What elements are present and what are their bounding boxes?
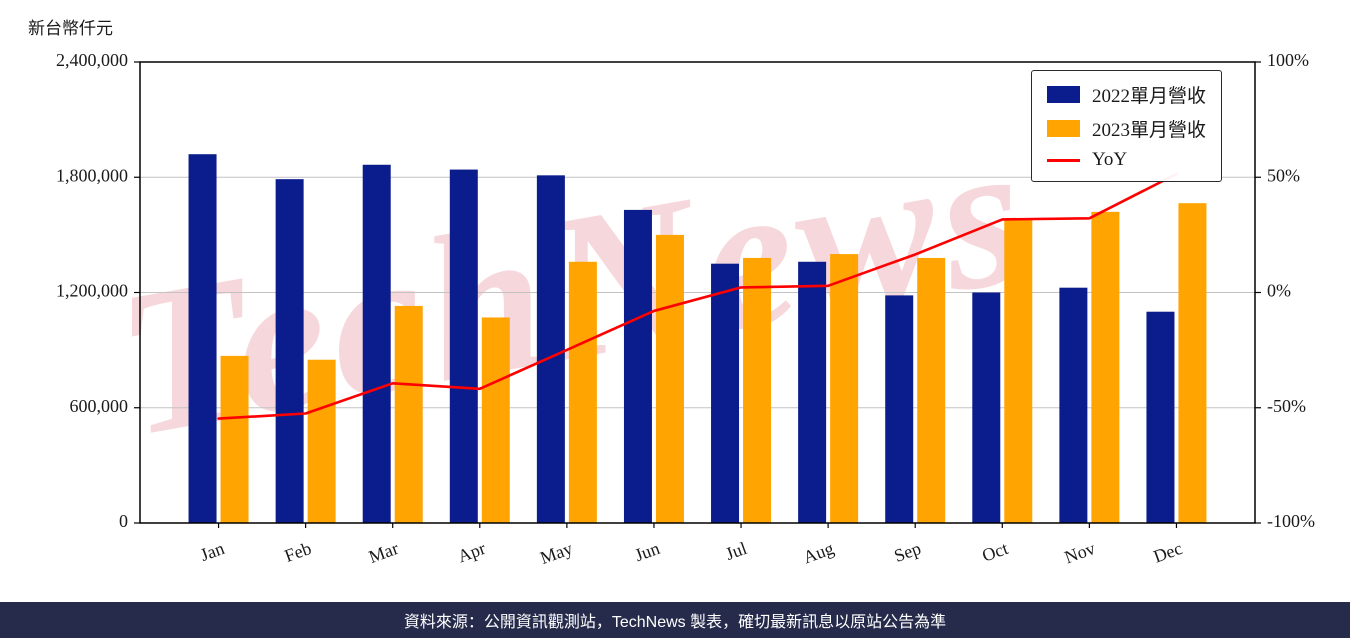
legend-swatch-2023: [1047, 120, 1080, 137]
x-tick-label: Jan: [198, 538, 227, 565]
bar-2022-Mar: [362, 164, 391, 523]
bar-2022-Jan: [188, 154, 217, 523]
bar-2022-Jun: [623, 209, 652, 523]
legend-label-2023: 2023單月營收: [1092, 120, 1207, 141]
left-tick-label: 2,400,000: [56, 50, 128, 70]
bar-2023-Mar: [394, 305, 423, 523]
x-tick-label: Oct: [979, 538, 1010, 566]
x-tick-label: Sep: [891, 538, 923, 566]
bar-2023-Nov: [1091, 211, 1120, 523]
x-tick-label: Dec: [1151, 538, 1185, 567]
legend: 2022單月營收 2023單月營收 YoY: [1031, 70, 1223, 182]
x-tick-label: Aug: [801, 538, 837, 567]
bar-2023-Oct: [1004, 219, 1033, 523]
x-tick-label: Jun: [632, 538, 662, 565]
bar-2023-Jan: [220, 355, 249, 523]
x-tick-label: Jul: [723, 538, 750, 564]
bar-2023-May: [568, 261, 597, 523]
bar-2022-Jul: [711, 263, 740, 523]
right-tick-label: 0%: [1267, 281, 1291, 301]
right-tick-label: -50%: [1267, 396, 1306, 416]
left-tick-label: 0: [119, 511, 128, 531]
chart-svg: 0 600,000 1,200,000 1,800,000 2,400,000 -100%…: [56, 50, 1315, 568]
legend-item-2023: 2023單月營收: [1047, 115, 1206, 142]
x-tick-label: Mar: [366, 538, 401, 567]
legend-item-2022: 2022單月營收: [1047, 81, 1206, 108]
legend-swatch-2022: [1047, 86, 1080, 103]
bar-2022-Aug: [798, 261, 827, 523]
x-tick-label: Feb: [282, 538, 314, 566]
x-tick-label: May: [537, 538, 575, 568]
bar-2023-Sep: [917, 257, 946, 523]
left-tick-label: 1,800,000: [56, 165, 128, 185]
footer-bar: 資料來源：公開資訊觀測站，TechNews 製表，確切最新訊息以原站公告為準: [0, 602, 1350, 638]
legend-label-2022: 2022單月營收: [1092, 86, 1207, 107]
legend-label-yoy: YoY: [1092, 149, 1128, 170]
right-tick-label: -100%: [1267, 511, 1315, 531]
bar-2023-Apr: [481, 317, 510, 523]
left-tick-label: 1,200,000: [56, 281, 128, 301]
legend-line-icon: [1047, 158, 1080, 162]
left-tick-label: 600,000: [70, 396, 129, 416]
bar-2022-Apr: [449, 169, 478, 524]
bar-2023-Feb: [307, 359, 336, 523]
bar-2023-Dec: [1178, 203, 1207, 523]
right-tick-label: 100%: [1267, 50, 1309, 70]
footer-text: 資料來源：公開資訊觀測站，TechNews 製表，確切最新訊息以原站公告為準: [403, 614, 947, 631]
right-tick-label: 50%: [1267, 165, 1300, 185]
bar-2023-Aug: [830, 254, 859, 524]
x-tick-label: Nov: [1062, 538, 1098, 567]
bar-2022-Feb: [275, 179, 304, 523]
x-tick-label: Apr: [455, 538, 488, 566]
bar-2022-Nov: [1059, 287, 1088, 523]
y-axis-unit-label: 新台幣仟元: [28, 19, 113, 38]
bar-2022-Dec: [1146, 311, 1175, 523]
bar-2022-May: [536, 175, 565, 523]
legend-item-yoy: YoY: [1047, 149, 1206, 171]
bar-2023-Jul: [743, 257, 772, 523]
bar-2022-Sep: [885, 295, 914, 523]
yoy-line: [217, 172, 1178, 420]
bar-2022-Oct: [972, 292, 1001, 523]
bar-2023-Jun: [655, 234, 684, 523]
